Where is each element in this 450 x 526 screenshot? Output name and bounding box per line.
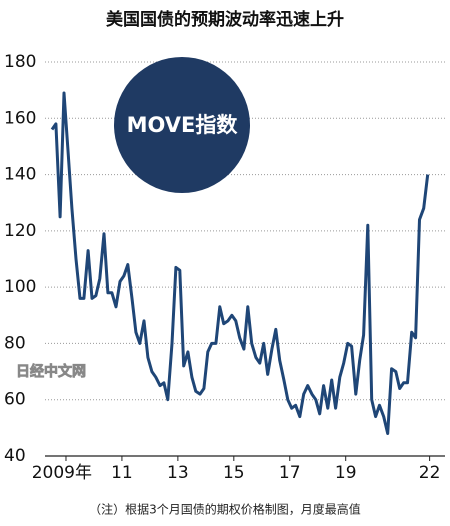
y-tick-label: 180 [4,52,36,72]
y-tick-label: 80 [4,333,26,353]
y-tick-label: 100 [4,277,36,297]
x-tick-label: 15 [223,463,245,483]
badge [114,57,250,193]
x-tick-label: 19 [335,463,357,483]
y-tick-label: 140 [4,165,36,185]
footnote: （注）根据3个月国债的期权价格制图，月度最高值 [89,502,361,517]
badge-label: MOVE指数 [127,113,239,137]
y-tick-label: 120 [4,221,36,241]
x-tick-label: 13 [167,463,189,483]
x-tick-label: 17 [279,463,301,483]
y-tick-label: 160 [4,108,36,128]
line [50,91,430,435]
chart-title: 美国国债的预期波动率迅速上升 [106,9,344,30]
x-tick-label: 22 [419,463,441,483]
y-tick-label: 40 [4,446,26,466]
watermark: 日经中文网 [16,363,86,380]
y-tick-label: 60 [4,390,26,410]
x-tick-label: 11 [111,463,133,483]
x-tick-label: 2009年 [32,463,92,483]
